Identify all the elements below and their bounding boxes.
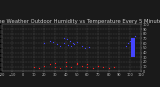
Point <box>62 38 65 39</box>
Point <box>72 42 75 44</box>
Point <box>62 42 65 44</box>
Point <box>67 44 69 45</box>
Point <box>107 67 110 68</box>
Point <box>73 43 76 45</box>
Point <box>132 38 135 39</box>
Point <box>32 66 35 67</box>
Point <box>134 35 137 37</box>
Point <box>75 64 78 65</box>
Point <box>88 46 91 48</box>
Point <box>129 40 131 41</box>
Point <box>59 45 62 46</box>
Point <box>43 42 46 44</box>
Point <box>124 45 127 46</box>
Point <box>52 41 54 43</box>
Point <box>38 67 40 68</box>
Point <box>66 39 68 40</box>
Point <box>81 45 83 46</box>
Point <box>54 66 56 67</box>
Point <box>81 65 83 66</box>
Point <box>70 46 72 47</box>
Point <box>75 41 78 43</box>
Point <box>43 65 46 66</box>
Point <box>59 67 62 68</box>
Point <box>54 62 56 64</box>
Point <box>91 67 94 68</box>
Point <box>84 47 86 49</box>
Point <box>56 43 59 45</box>
Bar <box>131 38 136 57</box>
Point <box>86 64 88 65</box>
Point <box>48 40 51 41</box>
Point <box>70 66 72 67</box>
Point <box>86 66 88 67</box>
Point <box>127 42 129 44</box>
Point <box>113 66 115 67</box>
Point <box>48 64 51 65</box>
Point <box>69 40 71 41</box>
Point <box>75 62 78 64</box>
Point <box>97 65 99 66</box>
Point <box>102 66 105 67</box>
Point <box>65 65 67 66</box>
Point <box>65 61 67 63</box>
Point <box>97 65 99 66</box>
Title: Milwaukee Weather Outdoor Humidity vs Temperature Every 5 Minutes: Milwaukee Weather Outdoor Humidity vs Te… <box>0 19 160 24</box>
